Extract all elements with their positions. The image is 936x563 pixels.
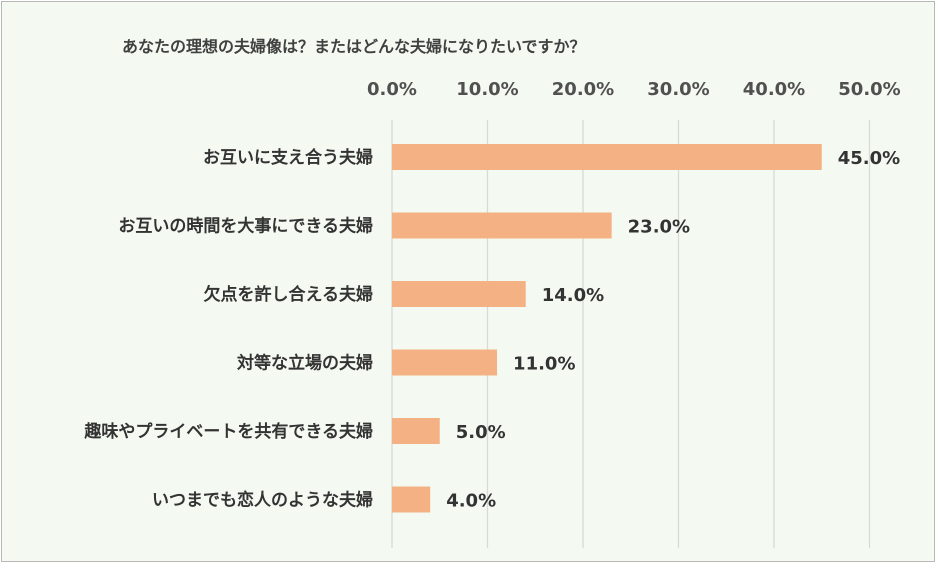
- x-tick-label: 40.0%: [743, 79, 805, 100]
- value-labels: 45.0% 23.0% 14.0% 11.0% 5.0% 4.0%: [446, 148, 900, 512]
- bar: [392, 212, 612, 239]
- bar: [392, 486, 431, 513]
- category-label: お互いに支え合う夫婦: [203, 147, 373, 168]
- bar: [392, 418, 440, 444]
- bar: [392, 349, 498, 376]
- x-tick-label: 0.0%: [367, 79, 417, 100]
- data-label: 45.0%: [838, 148, 900, 169]
- bars: [392, 144, 822, 513]
- data-label: 4.0%: [446, 491, 496, 512]
- bar: [392, 281, 526, 307]
- category-label: 趣味やプライベートを共有できる夫婦: [83, 421, 373, 442]
- category-label: 対等な立場の夫婦: [236, 353, 373, 374]
- chart-title: あなたの理想の夫婦像は？またはどんな夫婦になりたいですか？: [122, 37, 586, 56]
- data-label: 5.0%: [456, 422, 506, 443]
- category-label: お互いの時間を大事にできる夫婦: [118, 216, 373, 237]
- gridlines: [391, 120, 871, 548]
- data-label: 11.0%: [513, 354, 575, 375]
- x-tick-label: 10.0%: [456, 79, 518, 100]
- x-axis-ticks: 0.0% 10.0% 20.0% 30.0% 40.0% 50.0%: [367, 79, 901, 100]
- x-tick-label: 30.0%: [647, 79, 709, 100]
- category-label: 欠点を許し合える夫婦: [204, 284, 374, 305]
- bar: [392, 144, 822, 170]
- data-label: 14.0%: [542, 285, 604, 306]
- data-label: 23.0%: [628, 217, 690, 238]
- category-labels: お互いに支え合う夫婦お互いの時間を大事にできる夫婦欠点を許し合える夫婦対等な立場…: [83, 147, 373, 511]
- x-tick-label: 50.0%: [838, 79, 900, 100]
- x-tick-label: 20.0%: [552, 79, 614, 100]
- category-label: いつまでも恋人のような夫婦: [152, 490, 373, 511]
